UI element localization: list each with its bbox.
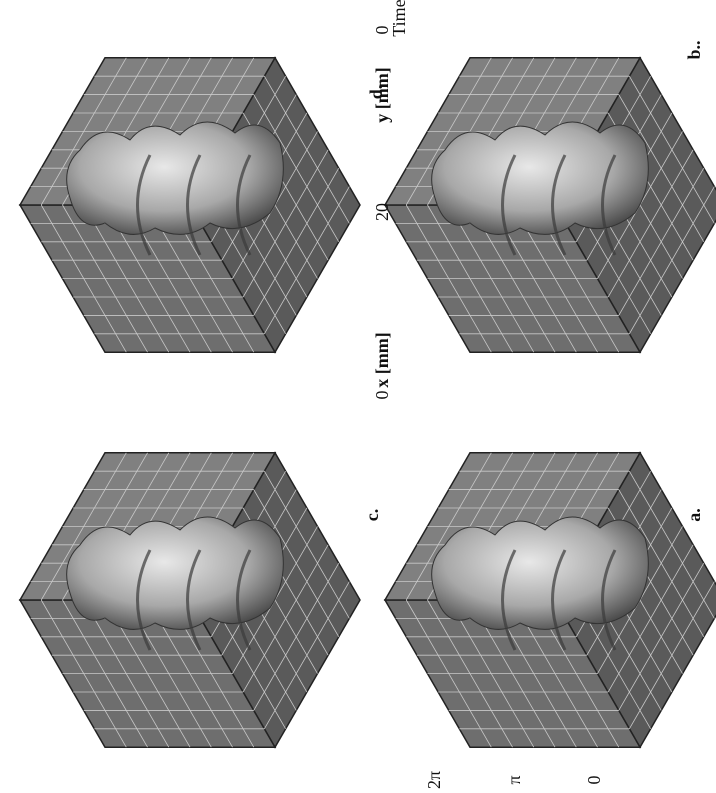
tick-label: 20: [372, 203, 392, 221]
vortex-surface: [432, 517, 649, 629]
cube-render: [385, 58, 716, 352]
cube-render: [20, 58, 360, 352]
panel-label: b..: [684, 40, 704, 59]
axis-label: y [mm]: [372, 67, 392, 122]
figure: d.b..c.a.x [mm]020y [mm]0Time2ππ0: [0, 0, 716, 793]
vortex-surface: [67, 122, 284, 234]
tick-label: 0: [372, 391, 392, 400]
axis-label: Time: [389, 0, 409, 37]
tick-label: π: [504, 775, 524, 784]
panel-label: a.: [684, 508, 704, 522]
cube-render: [385, 453, 716, 747]
vortex-surface: [67, 517, 284, 629]
tick-label: 0: [584, 776, 604, 785]
axis-label: x [mm]: [372, 332, 392, 387]
tick-label: 2π: [424, 771, 444, 789]
cube-render: [20, 453, 360, 747]
panel-label: c.: [362, 509, 382, 522]
vortex-surface: [432, 122, 649, 234]
